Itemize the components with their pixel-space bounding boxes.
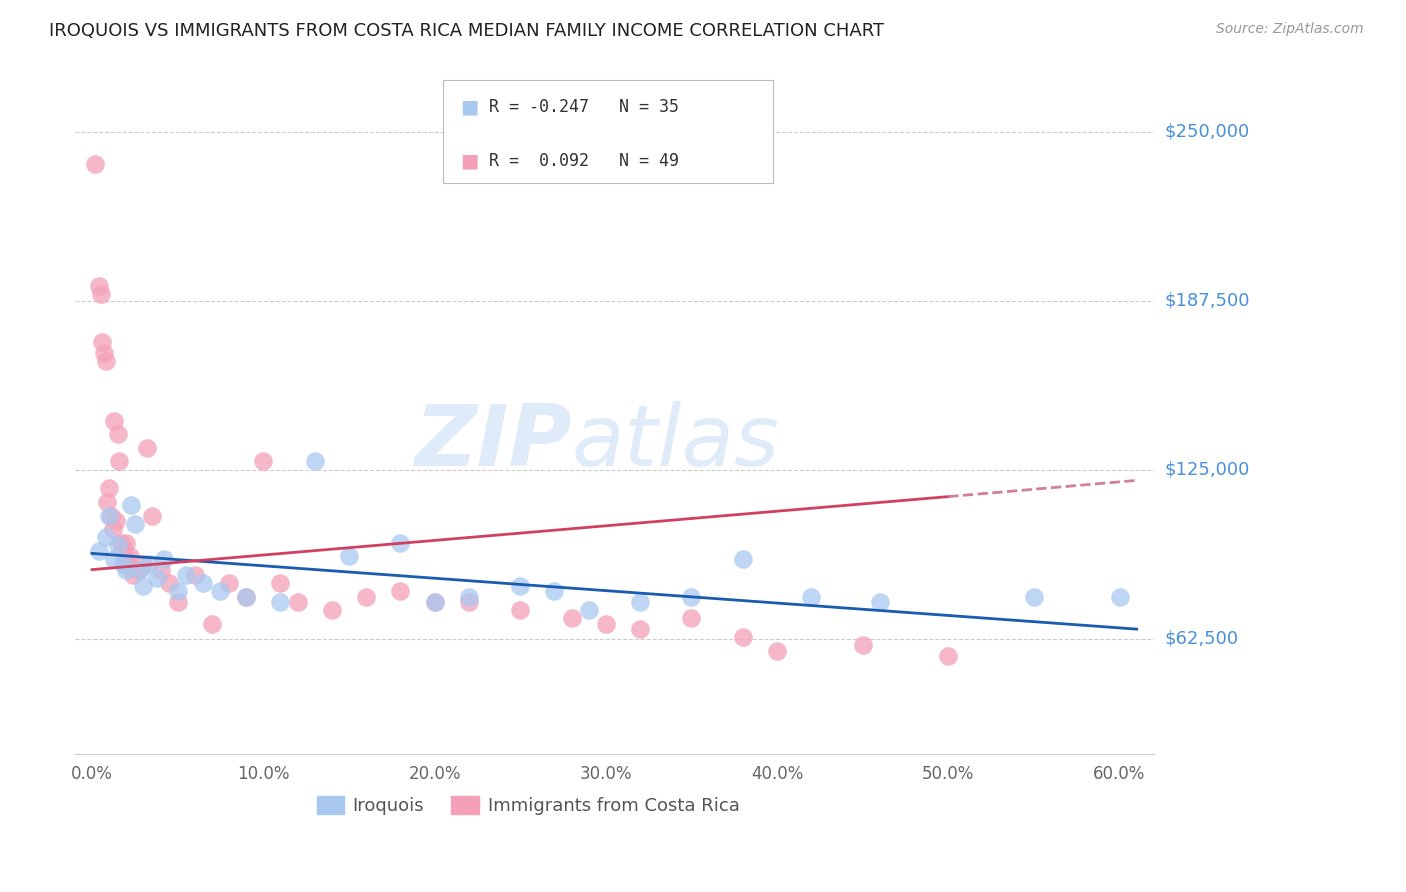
Point (115, 535, 138, 549)
Point (321, 603, 343, 617)
Point (132, 579, 155, 593)
Point (304, 454, 326, 468)
Point (127, 563, 149, 577)
Point (135, 441, 157, 455)
Point (681, 590, 703, 604)
Point (869, 595, 891, 609)
Point (87, 278, 110, 293)
Point (354, 590, 377, 604)
Text: $62,500: $62,500 (1166, 630, 1239, 648)
Point (104, 514, 127, 528)
Point (114, 549, 136, 563)
Point (103, 414, 125, 428)
Point (218, 576, 240, 591)
Text: $187,500: $187,500 (1166, 292, 1250, 310)
Point (628, 622, 651, 636)
Point (201, 616, 224, 631)
Point (122, 568, 145, 582)
Point (235, 590, 257, 604)
Point (87, 543, 110, 558)
Point (628, 595, 651, 609)
Point (193, 576, 215, 591)
Point (111, 541, 134, 555)
Point (252, 454, 274, 468)
Point (457, 590, 479, 604)
Point (423, 595, 446, 609)
Point (96, 495, 118, 509)
Text: ZIP: ZIP (413, 401, 571, 484)
Point (107, 427, 129, 442)
Point (209, 584, 232, 599)
Text: ■: ■ (460, 151, 478, 170)
Point (766, 644, 789, 658)
Point (800, 590, 823, 604)
Point (101, 522, 124, 536)
Point (269, 595, 291, 609)
Point (166, 595, 188, 609)
Point (149, 563, 172, 577)
Text: $125,000: $125,000 (1166, 460, 1250, 479)
Point (141, 508, 163, 523)
Text: IROQUOIS VS IMMIGRANTS FROM COSTA RICA MEDIAN FAMILY INCOME CORRELATION CHART: IROQUOIS VS IMMIGRANTS FROM COSTA RICA M… (49, 22, 884, 40)
Point (1108, 590, 1130, 604)
Point (124, 516, 146, 531)
Point (174, 568, 197, 582)
Text: $250,000: $250,000 (1166, 122, 1250, 141)
Point (146, 571, 169, 585)
Point (115, 563, 138, 577)
Point (235, 590, 257, 604)
Legend: Iroquois, Immigrants from Costa Rica: Iroquois, Immigrants from Costa Rica (309, 789, 747, 822)
Point (120, 498, 142, 512)
Point (103, 551, 125, 566)
Point (94, 354, 117, 368)
Point (852, 638, 875, 652)
Point (457, 595, 479, 609)
Point (153, 551, 176, 566)
Text: atlas: atlas (571, 401, 779, 484)
Point (731, 630, 754, 644)
Point (287, 595, 309, 609)
Point (138, 558, 160, 572)
Point (560, 611, 582, 625)
Point (129, 563, 152, 577)
Point (423, 595, 446, 609)
Point (166, 584, 188, 599)
Point (93, 346, 115, 360)
Point (94, 530, 117, 544)
Point (731, 551, 754, 566)
Point (107, 538, 129, 552)
Point (100, 508, 122, 523)
Point (595, 616, 617, 631)
Point (337, 549, 360, 563)
Text: R = -0.247   N = 35: R = -0.247 N = 35 (489, 98, 679, 116)
Text: R =  0.092   N = 49: R = 0.092 N = 49 (489, 152, 679, 169)
Point (118, 549, 141, 563)
Point (98, 482, 121, 496)
Point (84, 157, 107, 171)
Text: ■: ■ (460, 97, 478, 117)
Point (157, 576, 180, 591)
Text: Source: ZipAtlas.com: Source: ZipAtlas.com (1216, 22, 1364, 37)
Point (111, 558, 134, 572)
Point (110, 535, 132, 549)
Point (184, 568, 207, 582)
Point (90, 286, 112, 301)
Point (91, 335, 114, 350)
Point (98, 508, 121, 523)
Point (936, 649, 959, 664)
Point (509, 579, 531, 593)
Point (543, 584, 565, 599)
Point (578, 603, 600, 617)
Point (509, 603, 531, 617)
Point (269, 576, 291, 591)
Point (108, 454, 131, 468)
Point (132, 558, 155, 572)
Point (117, 558, 139, 572)
Point (389, 584, 412, 599)
Point (1022, 590, 1045, 604)
Point (389, 535, 412, 549)
Point (681, 611, 703, 625)
